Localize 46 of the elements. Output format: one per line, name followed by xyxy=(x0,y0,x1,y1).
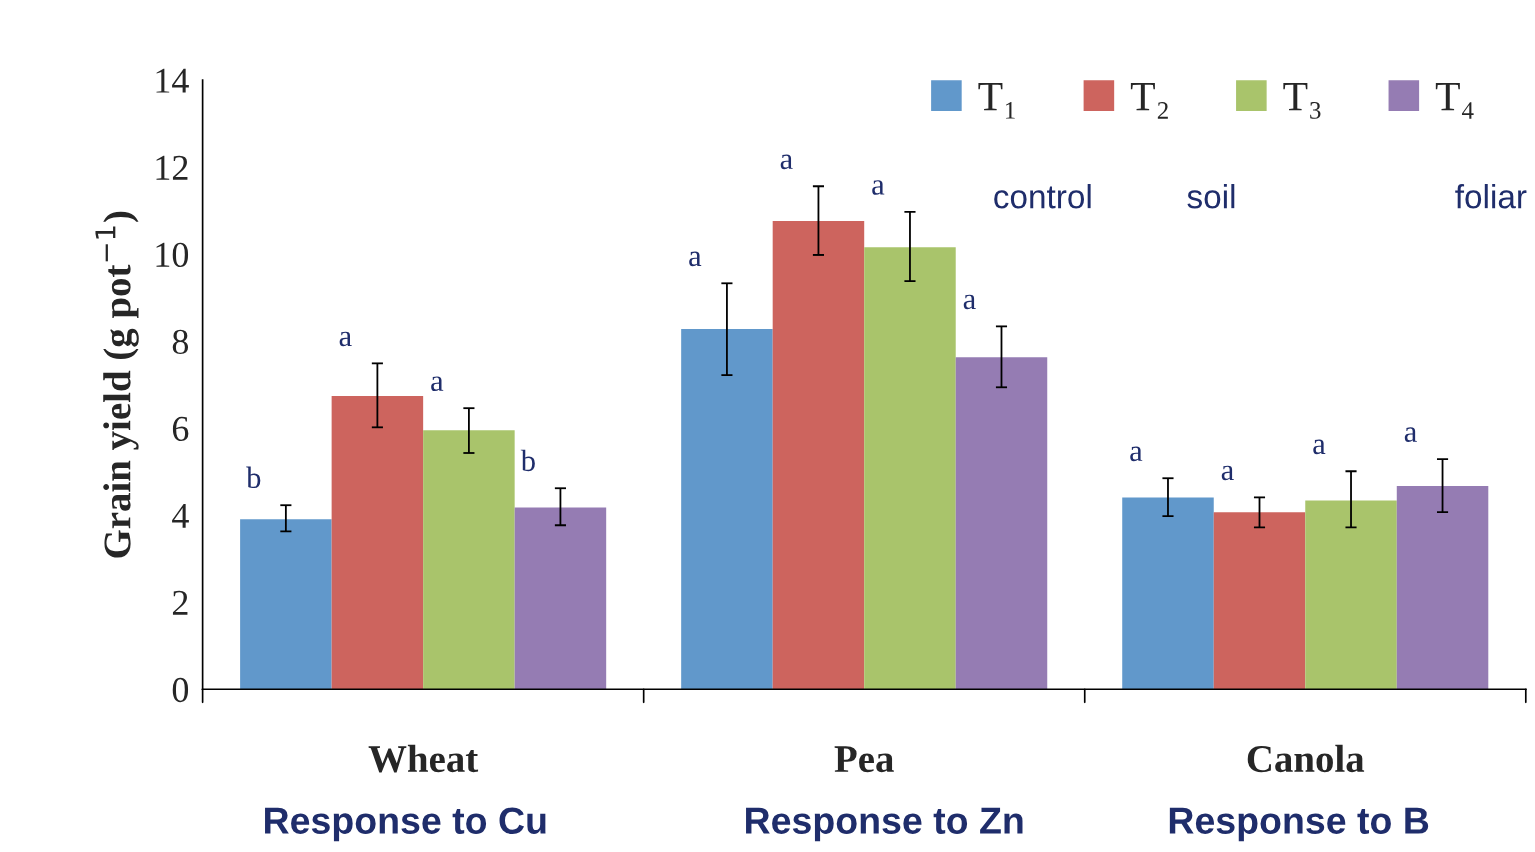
y-tick-label: 6 xyxy=(172,416,189,442)
data-label: a xyxy=(1130,446,1143,462)
y-tick-label: 10 xyxy=(156,242,189,268)
data-label: a xyxy=(1313,439,1326,455)
data-label: a xyxy=(431,376,444,392)
x-tick-label: Canola xyxy=(1247,744,1365,773)
y-tick-label: 4 xyxy=(172,503,189,528)
bar xyxy=(681,328,773,690)
annotation: soil xyxy=(1187,184,1235,209)
y-tick-label: 14 xyxy=(156,68,189,93)
bar xyxy=(955,357,1048,690)
legend-label: T₄ xyxy=(1435,82,1474,119)
bar xyxy=(1396,486,1489,690)
bar xyxy=(1122,497,1214,690)
bar xyxy=(331,395,424,690)
x-tick-label: Wheat xyxy=(368,744,479,773)
data-label: a xyxy=(780,154,793,170)
y-tick-label: 12 xyxy=(156,155,188,180)
text: Response to Zn xyxy=(746,807,1023,842)
annotation: control xyxy=(994,184,1091,209)
data-label: a xyxy=(339,331,352,347)
data-label: a xyxy=(963,294,976,310)
bar xyxy=(1305,500,1397,690)
legend-label: T₂ xyxy=(1130,82,1168,119)
bar xyxy=(772,221,865,690)
data-label: a xyxy=(1221,465,1234,481)
bar xyxy=(1213,512,1306,690)
data-label: a xyxy=(1404,427,1417,442)
legend-label: T₃ xyxy=(1283,82,1321,119)
bar xyxy=(240,519,332,690)
y-tick-label: 2 xyxy=(172,590,188,615)
data-label: a xyxy=(872,180,885,195)
bar xyxy=(423,430,515,690)
bar xyxy=(514,507,607,690)
y-axis-title: Grain yield (g pot$^{−1}$) xyxy=(95,211,139,558)
text: Response to B xyxy=(1169,807,1429,842)
text: Response to Cu xyxy=(265,807,546,842)
annotation: foliar xyxy=(1455,184,1527,209)
legend-label: T₁ xyxy=(978,82,1015,119)
x-tick-label: Pea xyxy=(834,746,894,773)
y-tick-label: 8 xyxy=(172,329,189,355)
data-label: b xyxy=(246,466,261,489)
data-label: a xyxy=(689,251,702,267)
y-tick-label: 0 xyxy=(172,677,189,703)
data-label: b xyxy=(520,449,535,472)
bar xyxy=(864,247,956,690)
